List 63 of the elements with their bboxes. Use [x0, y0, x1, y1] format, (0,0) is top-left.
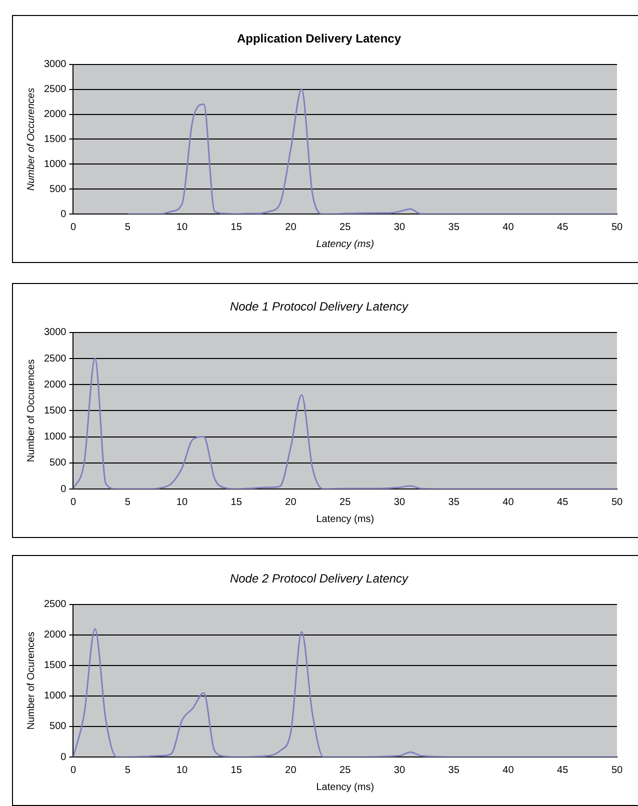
x-tick-label: 0: [70, 764, 76, 776]
y-tick-label: 1500: [44, 660, 67, 672]
chart-title: Node 1 Protocol Delivery Latency: [230, 300, 410, 314]
x-tick-label: 20: [285, 764, 297, 776]
y-tick-label: 3000: [44, 59, 67, 70]
y-tick-label: 2500: [44, 84, 67, 96]
x-tick-label: 40: [502, 764, 514, 776]
y-tick-label: 0: [60, 208, 67, 220]
y-tick-label: 2000: [44, 630, 67, 641]
x-tick-label: 15: [230, 496, 242, 508]
x-tick-label: 35: [448, 496, 460, 508]
y-tick-label: 0: [60, 752, 67, 763]
x-tick-label: 5: [124, 764, 131, 776]
x-tick-label: 10: [176, 222, 188, 233]
x-tick-label: 25: [340, 222, 352, 233]
x-tick-label: 40: [502, 496, 514, 508]
y-tick-label: 500: [50, 458, 67, 469]
y-tick-label: 500: [50, 721, 67, 732]
x-tick-label: 20: [285, 222, 297, 233]
x-tick-label: 5: [124, 496, 131, 508]
y-tick-label: 1500: [44, 405, 67, 416]
x-tick-label: 20: [285, 496, 297, 508]
y-tick-label: 1500: [44, 134, 67, 145]
x-tick-label: 35: [448, 222, 460, 233]
x-tick-label: 10: [176, 764, 188, 776]
y-tick-label: 3000: [44, 327, 67, 338]
x-axis-title: Latency (ms): [316, 238, 374, 250]
x-tick-label: 25: [340, 764, 352, 776]
x-tick-label: 15: [230, 222, 242, 233]
y-tick-label: 2500: [44, 353, 67, 364]
y-tick-label: 1000: [44, 432, 67, 443]
x-tick-label: 50: [611, 496, 623, 508]
x-tick-label: 35: [448, 764, 460, 776]
y-tick-label: 500: [50, 184, 67, 195]
y-tick-label: 2000: [44, 379, 67, 390]
y-tick-label: 1000: [44, 690, 67, 702]
line-series: [126, 88, 617, 214]
x-axis-title: Latency (ms): [316, 514, 374, 525]
chart-title: Node 2 Protocol Delivery Latency: [230, 572, 410, 586]
x-tick-label: 25: [340, 496, 352, 508]
x-tick-label: 0: [70, 496, 76, 508]
x-tick-label: 45: [557, 764, 569, 776]
y-tick-label: 0: [60, 484, 67, 495]
y-tick-label: 2000: [44, 109, 67, 120]
y-axis-title: Number of Occurences: [26, 359, 37, 462]
x-tick-label: 45: [557, 496, 569, 508]
y-axis-title: Number of Occurences: [26, 88, 37, 191]
y-tick-label: 1000: [44, 158, 67, 170]
x-tick-label: 10: [176, 496, 188, 508]
x-tick-label: 50: [611, 764, 623, 776]
y-tick-label: 2500: [44, 599, 67, 610]
x-tick-label: 30: [394, 496, 406, 508]
x-axis-title: Latency (ms): [316, 782, 374, 793]
x-tick-label: 40: [502, 222, 514, 233]
x-tick-label: 30: [394, 764, 406, 776]
x-tick-label: 5: [124, 222, 131, 233]
x-tick-label: 30: [394, 222, 406, 233]
y-axis-title: Number of Ocurences: [26, 632, 37, 730]
x-tick-label: 0: [70, 222, 76, 233]
x-tick-label: 15: [230, 764, 242, 776]
chart-title: Application Delivery Latency: [236, 32, 402, 46]
x-tick-label: 45: [557, 222, 569, 233]
x-tick-label: 50: [611, 222, 623, 233]
